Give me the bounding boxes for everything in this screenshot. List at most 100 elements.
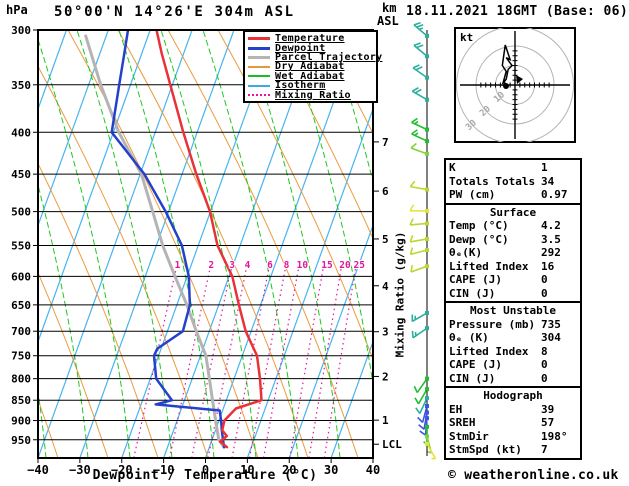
temperature-tick-label: 10 (240, 463, 254, 477)
legend-swatch-parcel-trajectory (248, 55, 270, 59)
mixing-ratio-tick-label: 20 (339, 260, 351, 271)
barb-level-marker (425, 396, 429, 401)
pressure-tick-label: 900 (11, 415, 31, 428)
wind-barb (413, 376, 429, 394)
temperature-trace (155, 30, 263, 449)
dry-adiabat-line (38, 162, 159, 458)
hodograph-ring (456, 28, 574, 142)
row-value: 198° (541, 429, 568, 443)
row-value: 16 (541, 259, 555, 273)
hodograph-trace (501, 44, 514, 86)
km-tick-label: 7 (382, 136, 389, 149)
wind-barb (414, 387, 429, 405)
table-row: CAPE (J) 0 (449, 358, 577, 372)
table-row: Totals Totals 34 (449, 175, 577, 189)
km-tick-label: 5 (382, 233, 389, 246)
mixing-ratio-tick-label: 4 (245, 260, 251, 271)
barb-level-marker (425, 221, 429, 226)
wind-barb (409, 218, 429, 226)
pressure-tick-label: 400 (11, 126, 31, 139)
wind-barb (409, 204, 429, 213)
table-row: PW (cm) 0.97 (449, 188, 577, 202)
dry-adiabat-line (38, 65, 209, 458)
pressure-tick-label: 800 (11, 373, 31, 386)
legend-item: Isotherm (248, 80, 376, 91)
row-label: Totals Totals (449, 174, 536, 188)
mixing-ratio-line (289, 261, 325, 458)
dry-adiabat-line (67, 30, 259, 458)
barb-level-marker (425, 310, 429, 315)
dewpoint-trace (110, 30, 226, 449)
barb-level-marker (425, 208, 429, 213)
table-row: StmSpd (kt) 7 (449, 443, 577, 457)
barb-level-marker (425, 236, 429, 241)
barb-level-marker (425, 264, 429, 269)
wind-barb (411, 326, 429, 339)
legend-item: Wet Adiabat (248, 71, 376, 82)
pressure-tick-label: 500 (11, 206, 31, 219)
table-row: Temp (°C) 4.2 (449, 219, 577, 233)
table-row: EH 39 (449, 403, 577, 417)
row-value: 304 (541, 331, 561, 344)
hodograph-unit-label: kt (460, 31, 473, 44)
legend-label: Dry Adiabat (275, 61, 345, 73)
barb-level-marker (425, 75, 429, 80)
dry-adiabat-line (167, 30, 359, 458)
table-row: θₑ (K) 304 (449, 331, 577, 345)
indices-box-title: Surface (489, 205, 537, 219)
wind-barb (418, 410, 429, 430)
km-tick-label: 6 (382, 185, 389, 198)
wind-barb (415, 396, 429, 414)
row-value: 0 (541, 286, 548, 300)
pressure-tick-label: 550 (11, 239, 31, 252)
wind-barb (411, 87, 429, 102)
row-value: 4.2 (541, 219, 561, 232)
barb-level-marker (425, 404, 429, 409)
mixing-ratio-tick-label: 25 (354, 260, 366, 271)
temperature-tick-label: −40 (27, 463, 49, 477)
indices-tables: K 1 Totals Totals 34 PW (cm) 0.97 Surface Temp … (444, 158, 582, 460)
row-label: CAPE (J) (449, 358, 502, 371)
legend-swatch-dewpoint (248, 46, 270, 50)
barb-level-marker (425, 97, 429, 102)
mixing-ratio-tick-label: 1 (175, 260, 181, 271)
temperature-axis-title: Dewpoint / Temperature (°C) (92, 468, 318, 483)
temperature-tick-label: −30 (69, 463, 91, 477)
table-row: CIN (J) 0 (449, 372, 577, 386)
indices-box-most-unstable: Most Unstable Pressure (mb) 735 θₑ (K) 304 Li… (444, 301, 582, 388)
wind-barb (413, 42, 429, 59)
wind-barb (417, 404, 429, 424)
wind-barb (409, 235, 429, 243)
altitude-unit-label: km (382, 1, 397, 15)
mixing-ratio-line (191, 261, 233, 458)
isotherm-line (246, 107, 373, 458)
legend-label: Dewpoint (275, 42, 326, 54)
row-label: Lifted Index (449, 259, 529, 273)
barb-level-marker (425, 151, 429, 156)
row-value: 735 (541, 317, 561, 331)
row-value: 0 (541, 358, 548, 371)
barb-level-marker (425, 416, 429, 421)
row-value: 292 (541, 246, 561, 259)
legend-item: Mixing Ratio (248, 90, 376, 101)
wet-adiabat-line (202, 30, 299, 458)
pressure-tick-label: 300 (11, 24, 31, 37)
row-label: Lifted Index (449, 344, 529, 358)
table-row: Lifted Index 16 (449, 260, 577, 274)
row-label: StmDir (449, 429, 489, 443)
row-label: Dewp (°C) (449, 232, 509, 246)
mixing-ratio-line (308, 261, 343, 458)
table-row: Lifted Index 8 (449, 345, 577, 359)
row-value: 57 (541, 416, 555, 429)
pressure-tick-label: 750 (11, 350, 31, 363)
temperature-tick-label: 40 (366, 463, 380, 477)
km-tick-label: 4 (382, 280, 389, 293)
legend-item: Parcel Trajectory (248, 52, 382, 63)
barb-level-marker (425, 441, 429, 446)
wind-barb (411, 129, 429, 144)
legend-item: Dry Adiabat (248, 61, 376, 73)
mixing-ratio-line (231, 261, 271, 458)
barb-level-marker (425, 424, 429, 429)
mixing-ratio-line (133, 261, 179, 458)
